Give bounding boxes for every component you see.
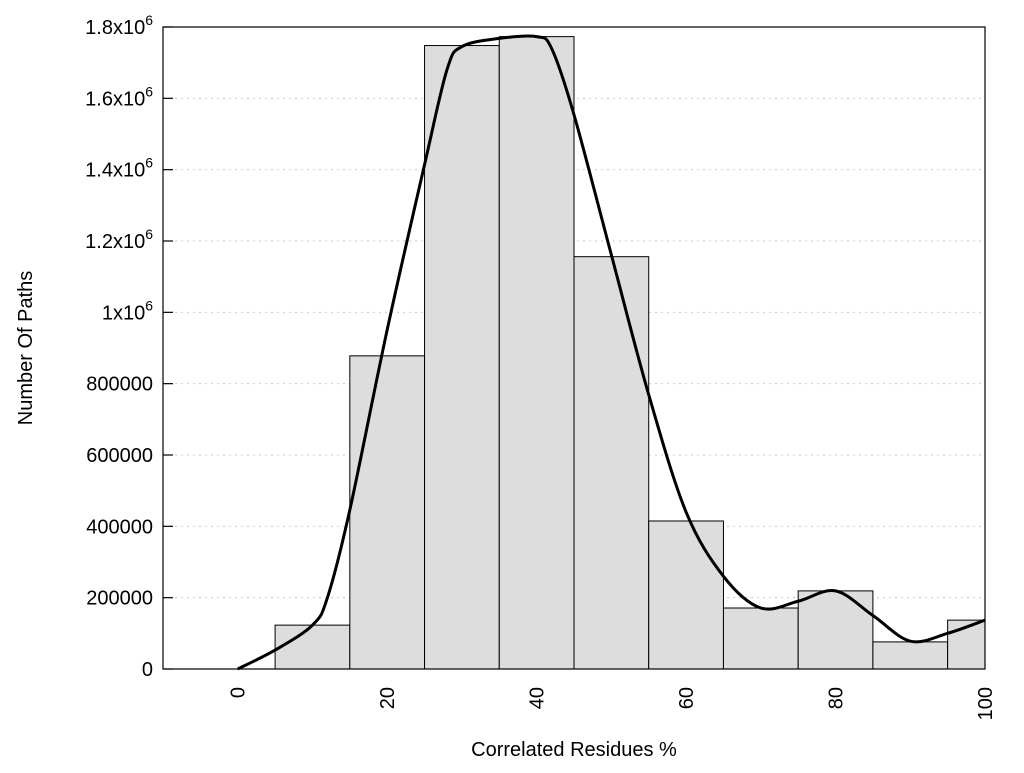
y-tick-label: 1.2x106 [85, 226, 153, 253]
bar [872, 641, 949, 670]
y-tick-label: 1x106 [102, 297, 153, 324]
bar [424, 45, 500, 670]
y-axis-ticks: 0 200000 400000 600000 800000 1x106 1.2x106 1.4… [85, 12, 173, 681]
density-curve-line [237, 34, 986, 671]
x-tick-label: 40 [527, 687, 549, 709]
bar [498, 36, 575, 670]
y-tick-label: 600000 [86, 445, 153, 467]
plot-frame [162, 26, 986, 670]
x-axis-ticks: 0 20 40 60 80 100 [228, 687, 997, 720]
x-tick-label: 80 [826, 687, 848, 709]
y-tick-label: 200000 [86, 588, 153, 610]
y-tick-label: 1.4x106 [85, 155, 153, 182]
bar [573, 256, 650, 670]
y-axis-label: Number Of Paths [15, 271, 37, 426]
bar [349, 355, 426, 670]
curve-layer [237, 34, 986, 671]
y-tick-label: 0 [142, 659, 153, 681]
bars [274, 36, 986, 670]
x-tick-label: 60 [676, 687, 698, 709]
x-tick-label: 20 [377, 687, 399, 709]
x-axis-label: Correlated Residues % [471, 739, 677, 761]
bar [274, 624, 351, 670]
bar [722, 607, 799, 670]
y-tick-label: 400000 [86, 516, 153, 538]
x-tick-label: 0 [228, 687, 250, 698]
bar [797, 590, 874, 670]
y-tick-label: 800000 [86, 374, 153, 396]
y-tick-label: 1.6x106 [85, 83, 153, 110]
bar [648, 520, 724, 670]
y-tick-label: 1.8x106 [85, 12, 153, 39]
x-tick-label: 100 [975, 687, 997, 720]
